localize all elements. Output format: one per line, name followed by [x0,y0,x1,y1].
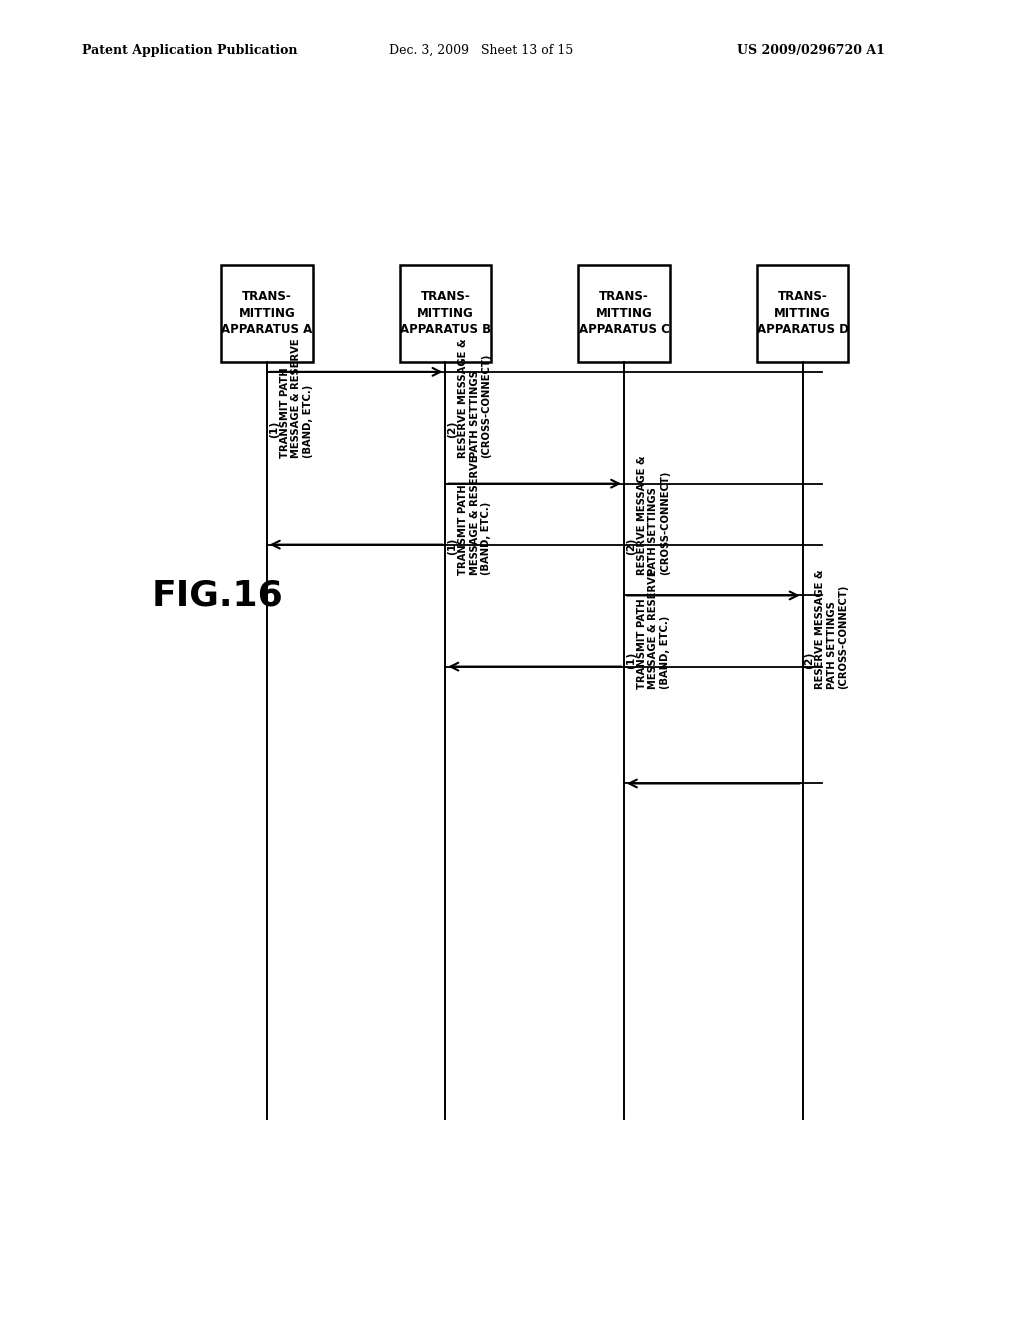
Text: RESERVE MESSAGE &
PATH SETTINGS
(CROSS-CONNECT): RESERVE MESSAGE & PATH SETTINGS (CROSS-C… [815,570,849,689]
Text: FIG.16: FIG.16 [152,578,284,612]
Text: TRANS-
MITTING
APPARATUS C: TRANS- MITTING APPARATUS C [579,290,670,337]
Text: (1): (1) [447,537,458,554]
Text: TRANS-
MITTING
APPARATUS D: TRANS- MITTING APPARATUS D [757,290,849,337]
Text: (1): (1) [268,421,279,438]
Bar [221,265,312,362]
Text: TRANSMIT PATH
MESSAGE & RESERVE
(BAND, ETC.): TRANSMIT PATH MESSAGE & RESERVE (BAND, E… [637,570,670,689]
Text: (2): (2) [626,537,636,554]
Text: TRANS-
MITTING
APPARATUS A: TRANS- MITTING APPARATUS A [221,290,312,337]
Bar [399,265,492,362]
Text: RESERVE MESSAGE &
PATH SETTINGS
(CROSS-CONNECT): RESERVE MESSAGE & PATH SETTINGS (CROSS-C… [637,455,670,576]
Text: (2): (2) [805,652,814,669]
Text: Dec. 3, 2009   Sheet 13 of 15: Dec. 3, 2009 Sheet 13 of 15 [389,44,573,57]
Text: (2): (2) [447,421,458,438]
Text: TRANSMIT PATH
MESSAGE & RESERVE
(BAND, ETC.): TRANSMIT PATH MESSAGE & RESERVE (BAND, E… [280,339,313,458]
Text: US 2009/0296720 A1: US 2009/0296720 A1 [737,44,885,57]
Text: (1): (1) [626,652,636,669]
Text: TRANS-
MITTING
APPARATUS B: TRANS- MITTING APPARATUS B [400,290,490,337]
Text: Patent Application Publication: Patent Application Publication [82,44,297,57]
Text: RESERVE MESSAGE &
PATH SETTINGS
(CROSS-CONNECT): RESERVE MESSAGE & PATH SETTINGS (CROSS-C… [458,339,492,458]
Text: TRANSMIT PATH
MESSAGE & RESERVE
(BAND, ETC.): TRANSMIT PATH MESSAGE & RESERVE (BAND, E… [458,455,492,576]
Bar [579,265,670,362]
Bar [757,265,848,362]
